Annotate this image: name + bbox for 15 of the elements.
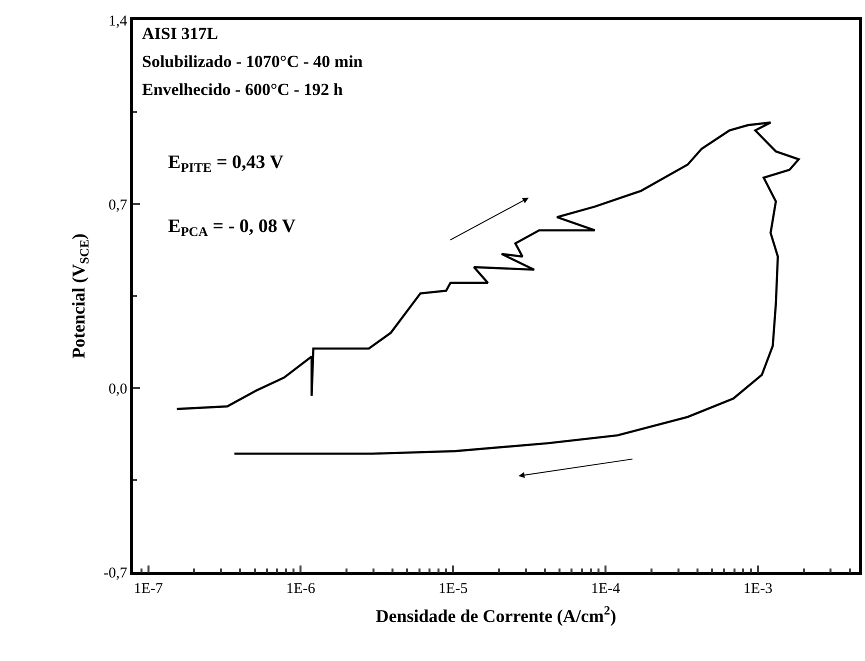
x-tick-label: 1E-5 (438, 580, 468, 597)
x-tick-label: 1E-7 (134, 580, 164, 597)
annotation: E$_{PITE}$ = 0,43 V (168, 152, 284, 175)
x-tick-label: 1E-6 (286, 580, 316, 597)
y-tick-label: 0,0 (108, 381, 128, 398)
annotation: E$_{PCA}$ = - 0, 08 V (168, 216, 296, 239)
y-tick-label: 1,4 (108, 13, 128, 30)
y-tick-label: 0,7 (108, 197, 128, 214)
x-tick-label: 1E-3 (743, 580, 773, 597)
annotation: AISI 317L (142, 24, 218, 43)
y-tick-label: -0,7 (104, 565, 128, 582)
x-axis-title: Densidade de Corrente (A/cm$^{2}$) (376, 603, 616, 626)
annotation: Solubilizado - 1070°C - 40 min (142, 52, 364, 71)
x-tick-label: 1E-4 (590, 580, 621, 597)
annotation: Envelhecido - 600°C - 192 h (142, 80, 344, 99)
